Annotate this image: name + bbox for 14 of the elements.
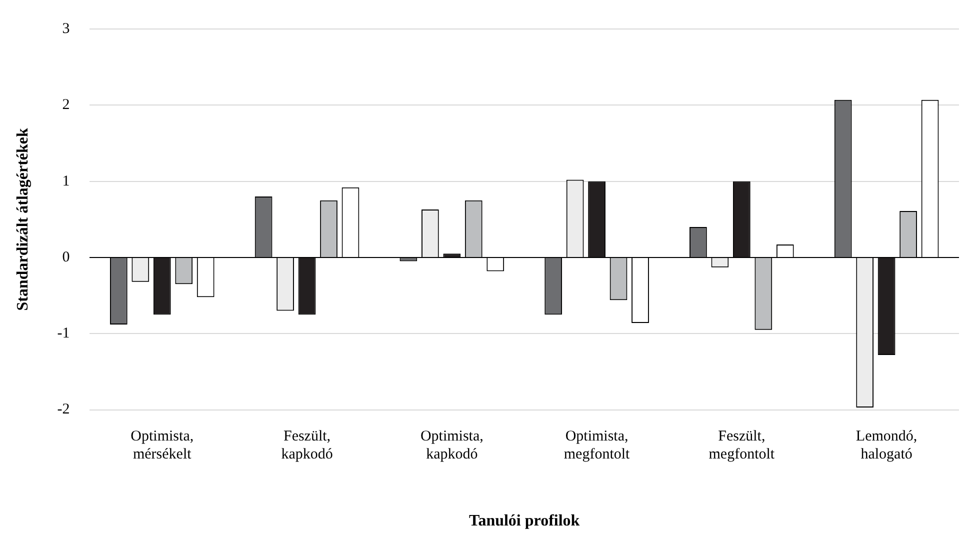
y-tick-label: -1 <box>57 326 70 342</box>
x-axis-title: Tanulói profilok <box>468 512 580 530</box>
y-tick-label: 2 <box>62 97 70 114</box>
x-tick-label: Optimista, mérsékelt <box>130 428 194 463</box>
y-tick-label: 1 <box>62 173 70 190</box>
x-tick-label: Optimista, kapkodó <box>420 428 484 463</box>
y-tick-label: 3 <box>62 20 70 37</box>
x-tick-label: Optimista, megfontolt <box>564 428 631 463</box>
y-tick-label: 0 <box>62 249 70 266</box>
x-tick-label: Feszült, kapkodó <box>281 428 333 463</box>
x-tick-label: Feszült, megfontolt <box>708 428 776 463</box>
y-tick-label: -2 <box>57 402 70 418</box>
y-axis-title: Standardizált átlagértékek <box>14 128 32 311</box>
x-tick-label: Lemondó, halogató <box>856 428 918 463</box>
